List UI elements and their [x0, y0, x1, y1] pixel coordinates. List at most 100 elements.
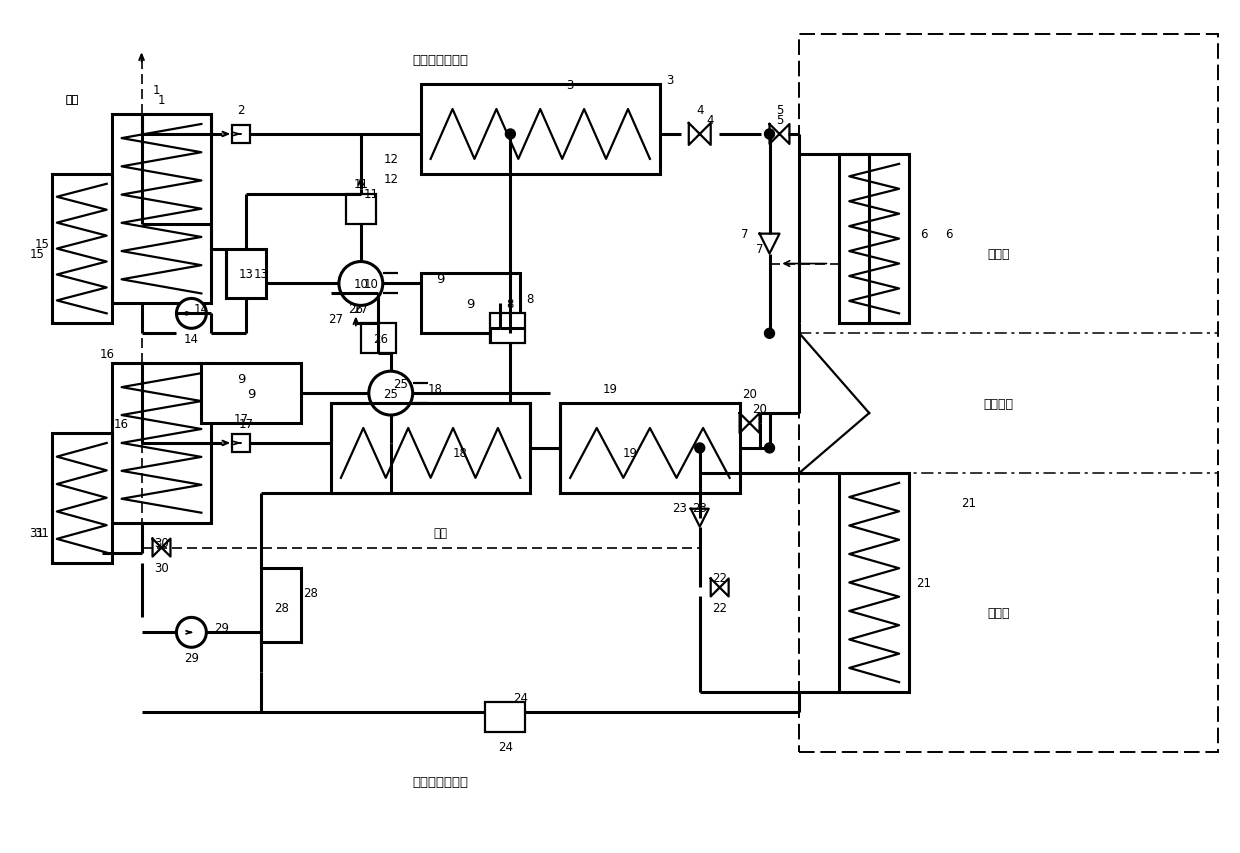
Text: 26: 26: [348, 303, 363, 316]
Text: 16: 16: [114, 417, 129, 430]
Text: 10: 10: [353, 277, 368, 291]
Bar: [560, 403, 739, 493]
Text: 29: 29: [213, 621, 229, 634]
Text: 28: 28: [304, 586, 319, 600]
Text: 27: 27: [353, 303, 368, 316]
Bar: [201, 363, 301, 423]
Text: 5: 5: [776, 113, 784, 126]
Text: 21: 21: [961, 496, 976, 509]
Text: 19: 19: [622, 447, 637, 460]
Text: 冷冻室: 冷冻室: [987, 606, 1011, 619]
Text: 14: 14: [184, 333, 198, 345]
Text: 4: 4: [696, 103, 703, 116]
Circle shape: [368, 372, 413, 415]
Bar: [331, 403, 531, 493]
Bar: [839, 154, 909, 324]
Text: 12: 12: [383, 173, 398, 186]
Text: 18: 18: [453, 447, 467, 460]
Text: 30: 30: [154, 537, 169, 549]
Text: 22: 22: [712, 601, 727, 614]
Text: 8: 8: [507, 298, 515, 310]
Text: 14: 14: [193, 303, 208, 316]
Text: 9: 9: [466, 298, 475, 310]
Text: 9: 9: [436, 273, 445, 286]
Bar: [232, 126, 250, 144]
Bar: [52, 433, 112, 563]
Text: 4: 4: [706, 113, 713, 126]
Text: 22: 22: [712, 572, 727, 584]
Text: 20: 20: [742, 387, 756, 400]
Circle shape: [176, 299, 206, 329]
Text: 15: 15: [35, 238, 50, 251]
Text: 17: 17: [233, 412, 249, 425]
Text: 空调: 空调: [66, 95, 78, 105]
Text: 11: 11: [363, 188, 378, 201]
Bar: [839, 473, 909, 693]
Text: 13: 13: [254, 268, 269, 281]
Bar: [226, 249, 267, 299]
Text: 24: 24: [513, 691, 528, 704]
Bar: [420, 274, 521, 334]
Bar: [346, 194, 376, 224]
Text: 2: 2: [238, 103, 246, 116]
Bar: [262, 568, 301, 642]
Text: 1: 1: [157, 94, 165, 107]
Text: 9: 9: [247, 387, 255, 400]
Bar: [800, 35, 1218, 752]
Circle shape: [176, 618, 206, 647]
Text: 18: 18: [428, 382, 443, 395]
Bar: [232, 434, 250, 452]
Text: 3: 3: [666, 73, 673, 86]
Text: 28: 28: [274, 601, 289, 614]
Text: 废热除霜: 废热除霜: [983, 397, 1014, 410]
Circle shape: [339, 262, 383, 306]
Text: 冷藏室: 冷藏室: [987, 247, 1011, 261]
Text: 6: 6: [920, 228, 928, 241]
Text: 16: 16: [99, 347, 114, 360]
Text: 9: 9: [237, 372, 246, 386]
Text: 13: 13: [239, 268, 254, 281]
Circle shape: [694, 444, 704, 454]
Text: 7: 7: [740, 228, 749, 241]
Circle shape: [765, 444, 775, 454]
Text: 3: 3: [567, 78, 574, 91]
Text: 17: 17: [239, 417, 254, 430]
Text: 5: 5: [776, 103, 784, 116]
Text: 27: 27: [329, 312, 343, 326]
Text: 23: 23: [692, 502, 707, 514]
Text: 低温级制冷循环: 低温级制冷循环: [413, 775, 469, 788]
Bar: [491, 314, 526, 344]
Text: 23: 23: [672, 502, 687, 514]
Text: 20: 20: [753, 402, 768, 415]
Bar: [420, 85, 660, 175]
Text: 废热: 废热: [434, 526, 448, 539]
Text: 8: 8: [527, 293, 534, 305]
Text: 24: 24: [498, 740, 513, 753]
Text: 10: 10: [363, 277, 378, 291]
Text: 30: 30: [154, 561, 169, 574]
Circle shape: [506, 130, 516, 140]
Text: 12: 12: [383, 154, 398, 166]
Text: 25: 25: [393, 377, 408, 390]
Text: 21: 21: [916, 577, 931, 589]
Bar: [112, 363, 211, 523]
Circle shape: [765, 329, 775, 339]
Text: 7: 7: [756, 243, 764, 256]
Text: 空调: 空调: [66, 95, 78, 105]
Bar: [112, 115, 211, 304]
Text: 1: 1: [153, 84, 160, 96]
Bar: [485, 702, 526, 732]
Text: 15: 15: [30, 247, 45, 261]
Bar: [52, 175, 112, 324]
Circle shape: [765, 130, 775, 140]
Text: 11: 11: [353, 178, 368, 191]
Text: 29: 29: [184, 651, 198, 664]
Text: 31: 31: [30, 526, 45, 539]
Text: 19: 19: [603, 382, 618, 395]
Text: 高温级制冷循环: 高温级制冷循环: [413, 54, 469, 67]
Text: 25: 25: [383, 387, 398, 400]
Text: 31: 31: [35, 526, 50, 539]
Bar: [361, 324, 396, 354]
Text: 6: 6: [945, 228, 952, 241]
Text: 26: 26: [373, 333, 388, 345]
